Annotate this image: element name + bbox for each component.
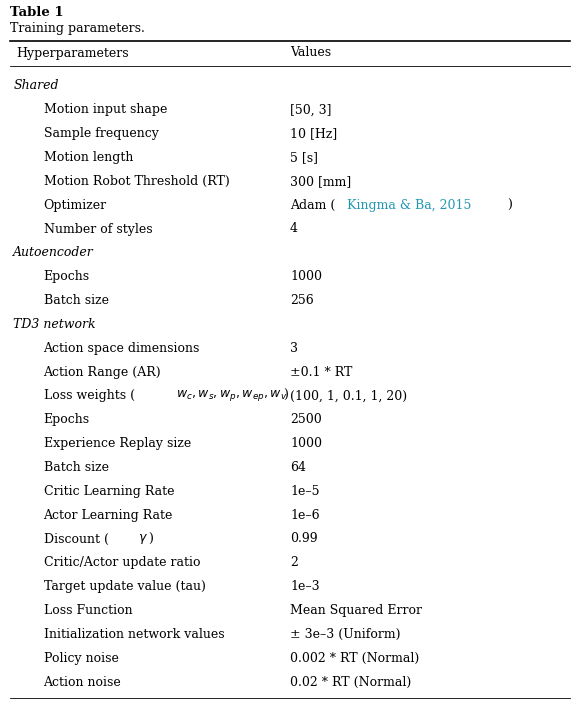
Text: 1e–6: 1e–6 [290, 508, 320, 522]
Text: 4: 4 [290, 222, 298, 236]
Text: Loss weights (: Loss weights ( [44, 389, 135, 402]
Text: Batch size: Batch size [44, 461, 108, 474]
Text: [50, 3]: [50, 3] [290, 103, 332, 116]
Text: Mean Squared Error: Mean Squared Error [290, 604, 422, 617]
Text: Actor Learning Rate: Actor Learning Rate [44, 508, 173, 522]
Text: 10 [Hz]: 10 [Hz] [290, 127, 337, 140]
Text: 1000: 1000 [290, 270, 322, 283]
Text: Critic Learning Rate: Critic Learning Rate [44, 485, 174, 498]
Text: Critic/Actor update ratio: Critic/Actor update ratio [44, 556, 200, 569]
Text: 2500: 2500 [290, 413, 322, 426]
Text: TD3 network: TD3 network [13, 318, 96, 331]
Text: Adam (: Adam ( [290, 199, 335, 212]
Text: Epochs: Epochs [44, 413, 90, 426]
Text: 2: 2 [290, 556, 298, 569]
Text: (100, 1, 0.1, 1, 20): (100, 1, 0.1, 1, 20) [290, 389, 407, 402]
Text: Action noise: Action noise [44, 675, 121, 689]
Text: ± 3e–3 (Uniform): ± 3e–3 (Uniform) [290, 628, 401, 641]
Text: Action space dimensions: Action space dimensions [44, 342, 200, 355]
Text: $\gamma$: $\gamma$ [138, 532, 148, 546]
Text: 0.99: 0.99 [290, 532, 318, 545]
Text: Values: Values [290, 47, 331, 59]
Text: Number of styles: Number of styles [44, 222, 152, 236]
Text: Kingma & Ba, 2015: Kingma & Ba, 2015 [347, 199, 471, 212]
Text: 1000: 1000 [290, 437, 322, 450]
Text: Target update value (tau): Target update value (tau) [44, 580, 205, 593]
Text: 3: 3 [290, 342, 298, 355]
Text: ): ) [508, 199, 512, 212]
Text: Motion Robot Threshold (RT): Motion Robot Threshold (RT) [44, 175, 229, 188]
Text: Optimizer: Optimizer [44, 199, 107, 212]
Text: 256: 256 [290, 294, 314, 307]
Text: ): ) [283, 389, 288, 402]
Text: Hyperparameters: Hyperparameters [16, 47, 129, 59]
Text: Experience Replay size: Experience Replay size [44, 437, 191, 450]
Text: 300 [mm]: 300 [mm] [290, 175, 351, 188]
Text: Autoencoder: Autoencoder [13, 246, 94, 259]
Text: 0.02 * RT (Normal): 0.02 * RT (Normal) [290, 675, 411, 689]
Text: Batch size: Batch size [44, 294, 108, 307]
Text: 1e–3: 1e–3 [290, 580, 320, 593]
Text: ): ) [148, 532, 153, 545]
Text: 0.002 * RT (Normal): 0.002 * RT (Normal) [290, 652, 419, 665]
Text: Action Range (AR): Action Range (AR) [44, 365, 161, 379]
Text: Initialization network values: Initialization network values [44, 628, 224, 641]
Text: Motion length: Motion length [44, 151, 133, 164]
Text: Policy noise: Policy noise [44, 652, 118, 665]
Text: Motion input shape: Motion input shape [44, 103, 167, 116]
Text: Discount (: Discount ( [44, 532, 108, 545]
Text: Sample frequency: Sample frequency [44, 127, 158, 140]
Text: $w_c, w_s, w_p, w_{ep}, w_v$: $w_c, w_s, w_p, w_{ep}, w_v$ [176, 389, 287, 404]
Text: Training parameters.: Training parameters. [10, 22, 146, 35]
Text: Table 1: Table 1 [10, 6, 64, 19]
Text: 64: 64 [290, 461, 306, 474]
Text: 5 [s]: 5 [s] [290, 151, 318, 164]
Text: Epochs: Epochs [44, 270, 90, 283]
Text: Shared: Shared [13, 79, 59, 93]
Text: 1e–5: 1e–5 [290, 485, 320, 498]
Text: ±0.1 * RT: ±0.1 * RT [290, 365, 353, 379]
Text: Loss Function: Loss Function [44, 604, 132, 617]
